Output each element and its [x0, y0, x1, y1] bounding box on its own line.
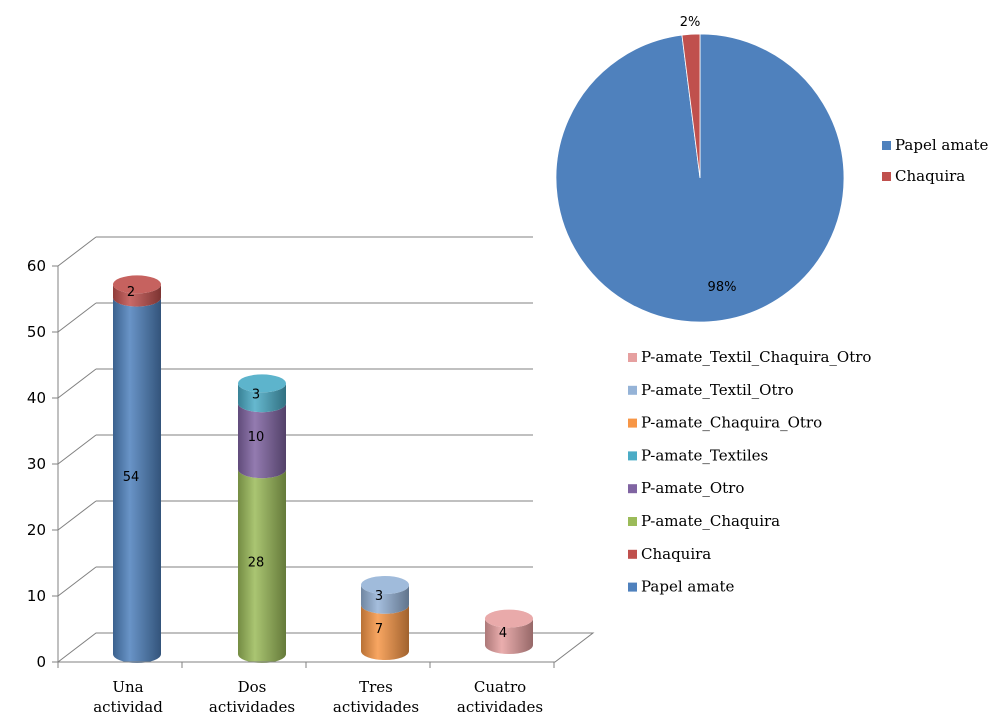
bar-legend-swatch-p-amate-chaquira: [628, 517, 637, 526]
x-tick-label-una-actividad: Una actividad: [93, 678, 163, 716]
bar-chart-y-axis: 0 10 20 30 40 50 60: [27, 257, 59, 671]
bar-data-label-dos-actividades-p-amate-chaquira: 28: [248, 556, 265, 571]
gridline-side: [57, 500, 97, 531]
y-tick-label: 30: [27, 455, 46, 473]
pie-legend-swatch-chaquira: [882, 172, 891, 181]
x-tick-label-cuatro-actividades: Cuatro actividades: [457, 678, 543, 716]
x-tick-label-tres-actividades: Tres actividades: [333, 678, 419, 716]
bar-legend-label-p-amate-textil-chaquira-otro: P-amate_Textil_Chaquira_Otro: [641, 348, 871, 366]
y-tick-label: 0: [36, 653, 46, 671]
bar-cuatro-actividades-p-amate-textil-chaquira-otro: [485, 618, 533, 654]
bar-legend-swatch-papel-amate: [628, 582, 637, 592]
bar-tres-actividades-p-amate-textil-otro: [361, 585, 409, 614]
bar-legend-swatch-chaquira: [628, 549, 637, 559]
bar-data-label-dos-actividades-p-amate-textiles: 3: [252, 387, 260, 402]
bar-data-label-cuatro-actividades-p-amate-textil-chaquira-otro: 4: [499, 626, 507, 641]
pie-legend-label-chaquira: Chaquira: [895, 167, 965, 185]
bar-legend-label-papel-amate: Papel amate: [641, 578, 735, 596]
bar-chart-bars: 54 2 28 10 3 7 3 4: [113, 275, 533, 663]
bar-dos-actividades-p-amate-chaquira: [238, 469, 286, 663]
bar-data-label-tres-actividades-p-amate-chaquira-otro: 7: [375, 622, 383, 637]
gridline-side: [57, 236, 97, 267]
gridline-side: [57, 368, 97, 399]
pie-legend-label-papel-amate: Papel amate: [895, 136, 989, 154]
bar-legend-label-p-amate-textiles: P-amate_Textiles: [641, 446, 768, 464]
bar-data-label-dos-actividades-p-amate-otro: 10: [248, 430, 265, 445]
bar-legend-swatch-p-amate-textil-otro: [628, 385, 637, 395]
bar-dos-actividades-p-amate-textiles: [238, 383, 286, 413]
bar-chart-x-axis: Una actividad Dos actividades Tres actividade…: [57, 661, 555, 716]
bar-legend-swatch-p-amate-textil-chaquira-otro: [628, 353, 637, 362]
bar-legend-swatch-p-amate-otro: [628, 484, 637, 494]
bar-una-actividad-chaquira: [113, 284, 161, 307]
y-tick-label: 10: [27, 587, 46, 605]
pie-legend-swatch-papel-amate: [882, 141, 891, 150]
bar-legend-label-p-amate-chaquira-otro: P-amate_Chaquira_Otro: [641, 414, 822, 432]
bar-dos-actividades-p-amate-otro: [238, 403, 286, 479]
gridline-side: [57, 434, 97, 465]
bar-tres-actividades-p-amate-chaquira-otro: [361, 604, 409, 660]
bar-top-cap-dos-actividades: [238, 374, 286, 393]
bar-top-cap-cuatro-actividades: [485, 609, 533, 628]
bar-data-label-tres-actividades-p-amate-textil-otro: 3: [375, 589, 383, 604]
bar-legend-label-chaquira: Chaquira: [641, 545, 711, 563]
bar-chart-gridlines: [57, 236, 533, 597]
pie-legend: Papel amate Chaquira: [882, 136, 989, 185]
bar-una-actividad-papel-amate: [113, 297, 161, 663]
y-tick-label: 60: [27, 257, 46, 275]
y-tick-label: 20: [27, 521, 46, 539]
pie-label-chaquira: 2%: [680, 15, 701, 30]
bar-top-cap-tres-actividades: [361, 576, 409, 594]
pie-label-papel-amate: 98%: [708, 280, 737, 295]
bar-legend-swatch-p-amate-chaquira-otro: [628, 418, 637, 428]
pie-chart: 98% 2%: [555, 15, 845, 323]
bar-data-label-una-actividad-papel-amate: 54: [123, 470, 140, 485]
y-tick-label: 40: [27, 389, 46, 407]
y-tick-label: 50: [27, 323, 46, 341]
bar-legend-swatch-p-amate-textiles: [628, 451, 637, 461]
bar-legend-label-p-amate-textil-otro: P-amate_Textil_Otro: [641, 381, 794, 399]
bar-top-cap-una-actividad: [113, 275, 161, 294]
gridline-side: [57, 302, 97, 333]
pie-slice-chaquira: [681, 33, 701, 179]
bar-legend-label-p-amate-otro: P-amate_Otro: [641, 479, 744, 497]
gridline-side: [57, 566, 97, 597]
bar-legend: P-amate_Textil_Chaquira_Otro P-amate_Text…: [628, 348, 871, 596]
bar-legend-label-p-amate-chaquira: P-amate_Chaquira: [641, 512, 780, 530]
bar-data-label-una-actividad-chaquira: 2: [127, 285, 135, 300]
x-tick-label-dos-actividades: Dos actividades: [209, 678, 295, 716]
